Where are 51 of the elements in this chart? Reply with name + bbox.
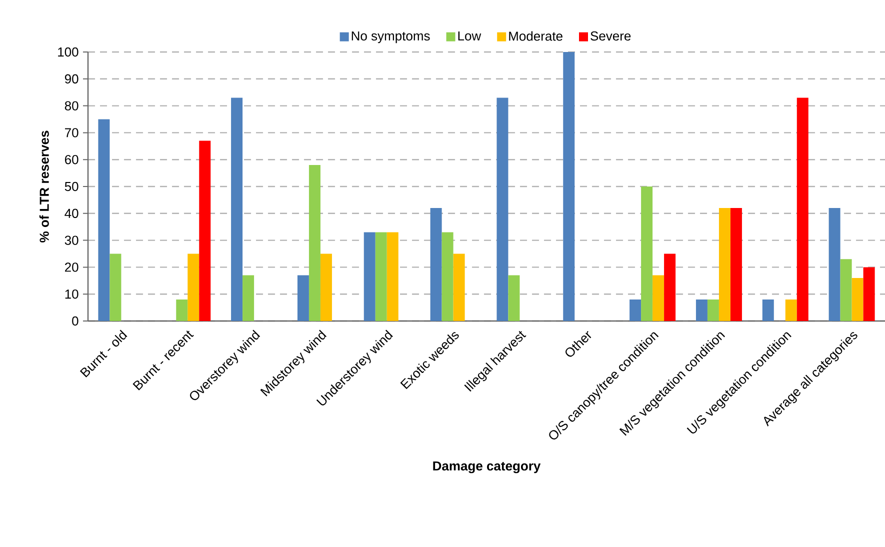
bar (375, 232, 387, 321)
bar (630, 299, 642, 321)
bar (320, 254, 332, 321)
y-tick-label: 90 (64, 74, 78, 84)
y-tick-label: 30 (64, 236, 78, 245)
bar (828, 208, 840, 321)
bar (652, 275, 664, 321)
y-tick-label: 100 (58, 47, 78, 57)
bar (188, 254, 200, 321)
bar (508, 275, 520, 321)
y-tick-label: 50 (64, 182, 78, 192)
bar (110, 254, 122, 321)
bar (496, 98, 508, 321)
bar (386, 232, 398, 321)
bar (199, 140, 211, 321)
bar (840, 259, 852, 321)
y-tick-label: 40 (64, 208, 78, 218)
legend-label: Low (458, 31, 482, 41)
x-axis-title: Damage category (433, 461, 541, 474)
y-axis-title: % of LTR reserves (39, 130, 49, 242)
bar (718, 208, 730, 321)
bar (762, 299, 774, 321)
bar (785, 299, 797, 321)
bar (563, 52, 575, 321)
bar (796, 98, 808, 321)
bar (242, 275, 254, 321)
bar (852, 278, 864, 321)
bar (231, 98, 243, 321)
bar (98, 119, 110, 321)
bar (664, 254, 676, 321)
bar (707, 299, 719, 321)
y-tick-label: 70 (65, 128, 78, 138)
bar (730, 208, 742, 321)
y-tick-label: 10 (65, 289, 78, 299)
bar (308, 164, 320, 321)
legend-label: No symptoms (352, 31, 430, 44)
bar (641, 186, 653, 321)
y-tick-label: 60 (64, 154, 78, 164)
bar (442, 232, 454, 321)
y-tick-label: 20 (64, 262, 78, 272)
bar (364, 232, 376, 321)
legend-label: Severe (590, 31, 631, 41)
bar (297, 275, 309, 321)
bar (176, 299, 188, 321)
y-tick-label: 80 (64, 101, 78, 110)
legend-label: Moderate (509, 31, 562, 41)
bar (430, 208, 442, 321)
bar (696, 299, 708, 321)
y-tick-label: 0 (72, 316, 78, 326)
bar (453, 254, 465, 321)
bar (863, 267, 875, 321)
